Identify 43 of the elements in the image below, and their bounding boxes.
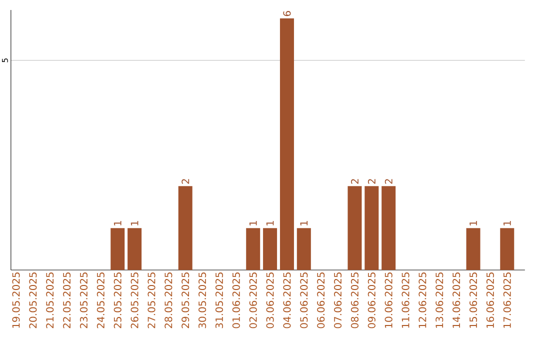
x-tick-label: 13.06.2025 xyxy=(436,272,444,328)
x-tick-label: 17.06.2025 xyxy=(503,272,511,328)
data-label: 1 xyxy=(266,221,274,226)
x-tick-label: 02.06.2025 xyxy=(249,272,257,328)
x-tick-label: 22.05.2025 xyxy=(63,272,71,328)
x-tick-label: 04.06.2025 xyxy=(283,272,291,328)
x-tick-label: 14.06.2025 xyxy=(452,272,460,328)
x-tick-label: 26.05.2025 xyxy=(130,272,138,328)
x-tick-label: 25.05.2025 xyxy=(114,272,122,328)
data-label: 2 xyxy=(351,179,358,184)
data-label: 2 xyxy=(384,179,392,184)
x-tick-label: 19.05.2025 xyxy=(12,272,20,328)
x-tick-label: 06.06.2025 xyxy=(317,272,325,328)
data-label: 1 xyxy=(300,221,308,226)
data-label: 1 xyxy=(504,221,511,226)
x-tick-label: 24.05.2025 xyxy=(96,272,104,328)
x-tick-label: 07.06.2025 xyxy=(334,272,342,328)
x-tick-label: 08.06.2025 xyxy=(350,272,359,328)
x-tick-label: 27.05.2025 xyxy=(148,272,156,328)
x-tick-label: 11.06.2025 xyxy=(402,272,410,328)
data-label: 1 xyxy=(114,221,122,226)
x-tick-label: 21.05.2025 xyxy=(46,272,54,328)
data-label: 1 xyxy=(249,221,257,226)
y-tick-label: 5 xyxy=(2,58,8,62)
x-tick-label: 28.05.2025 xyxy=(164,272,172,328)
x-tick-label: 15.06.2025 xyxy=(469,272,478,328)
x-tick-label: 20.05.2025 xyxy=(29,272,37,328)
x-tick-label: 09.06.2025 xyxy=(368,272,376,328)
data-label: 2 xyxy=(182,179,190,184)
x-tick-label: 03.06.2025 xyxy=(266,272,274,328)
x-tick-label: 10.06.2025 xyxy=(384,272,392,328)
data-label: 6 xyxy=(283,11,291,16)
data-label: 2 xyxy=(368,179,376,184)
x-tick-label: 16.06.2025 xyxy=(486,272,494,328)
x-tick-label: 23.05.2025 xyxy=(80,272,88,328)
x-tick-label: 31.05.2025 xyxy=(215,272,224,328)
x-tick-label: 29.05.2025 xyxy=(182,272,190,328)
x-tick-label: 12.06.2025 xyxy=(418,272,426,328)
x-tick-label: 30.05.2025 xyxy=(198,272,206,328)
data-label: 1 xyxy=(470,221,477,226)
x-tick-label: 01.06.2025 xyxy=(232,272,240,328)
x-tick-label: 05.06.2025 xyxy=(300,272,308,328)
data-label: 1 xyxy=(130,221,138,226)
